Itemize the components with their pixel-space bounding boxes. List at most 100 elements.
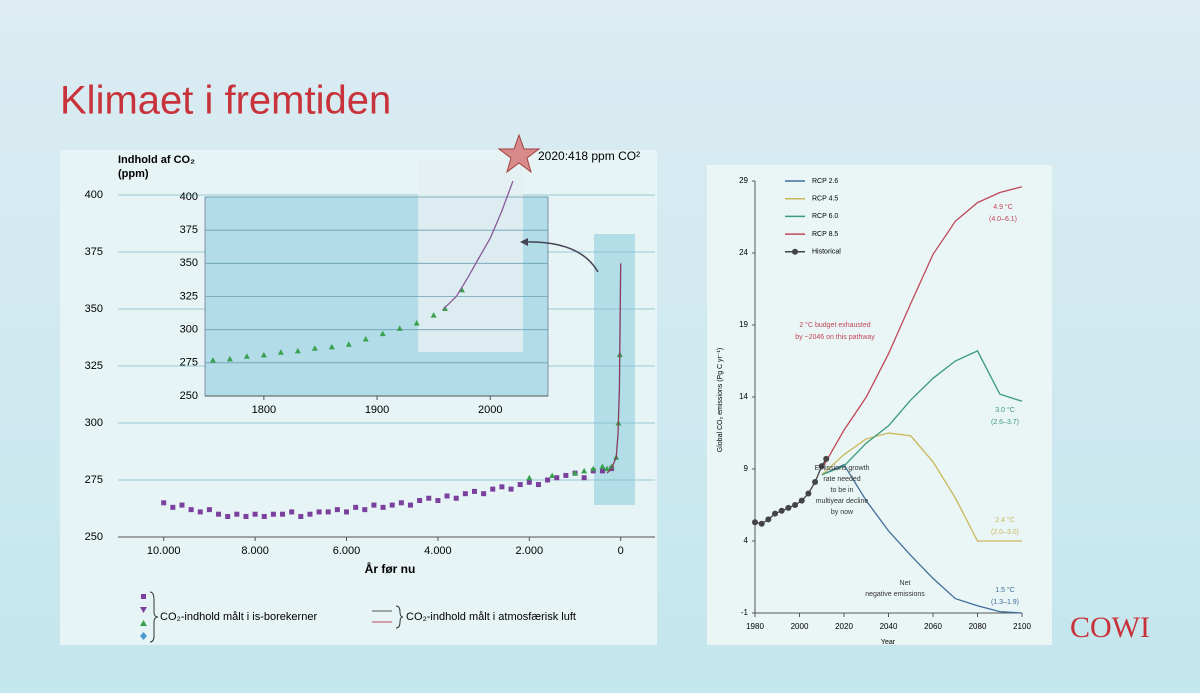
- marker: [508, 486, 514, 492]
- x-tick-label: 2100: [1013, 622, 1031, 631]
- marker: [426, 495, 432, 501]
- marker: [209, 357, 216, 363]
- slide-title: Klimaet i fremtiden: [60, 79, 391, 123]
- marker: [417, 498, 423, 504]
- series-line: [821, 432, 1022, 542]
- marker: [812, 478, 819, 485]
- x-tick-label: 2000: [478, 404, 502, 416]
- annotation: 2 °C budget exhausted: [799, 321, 870, 329]
- marker: [216, 511, 222, 517]
- x-tick-label: 2020: [835, 622, 853, 631]
- y-tick-label: 400: [180, 191, 198, 203]
- y-tick-label: 9: [744, 464, 749, 473]
- marker: [599, 463, 606, 469]
- marker: [225, 513, 231, 519]
- legend-label: RCP 6.0: [812, 213, 838, 220]
- annotation: (2.0–3.0): [991, 529, 1019, 536]
- x-tick-label: 2060: [924, 622, 942, 631]
- legend-bracket: [149, 591, 159, 643]
- marker: [344, 509, 350, 515]
- series-line: [821, 463, 1023, 614]
- annotation: 3.0 °C: [995, 406, 1015, 414]
- marker: [752, 519, 758, 526]
- marker: [316, 509, 322, 515]
- x-tick-label: 1800: [252, 404, 276, 416]
- marker: [818, 463, 825, 470]
- marker: [398, 500, 404, 506]
- marker: [380, 504, 386, 510]
- marker: [226, 355, 233, 362]
- marker: [298, 513, 304, 519]
- highlight-box: [594, 234, 635, 505]
- marker: [234, 511, 240, 517]
- annotation: (2.6–3.7): [991, 419, 1019, 426]
- x-tick-label: 1980: [746, 622, 764, 631]
- inset-figure: [418, 160, 523, 352]
- marker: [396, 325, 403, 331]
- marker: [311, 345, 318, 351]
- marker: [328, 343, 335, 350]
- marker: [563, 472, 569, 478]
- marker: [161, 500, 167, 506]
- arrow: [521, 241, 599, 273]
- legend-label: CO₂-indhold målt i is-borekerner: [160, 611, 317, 623]
- marker: [554, 475, 560, 481]
- x-tick-label: 1900: [365, 404, 389, 416]
- annotation: by ~2046 on this pathway: [795, 334, 875, 341]
- marker: [517, 482, 523, 488]
- x-tick-label: 10.000: [147, 545, 181, 557]
- y-tick-label: 325: [85, 360, 103, 372]
- y-tick-label: 4: [744, 536, 749, 545]
- legend-label: CO₂-indhold målt i atmosfærisk luft: [406, 611, 576, 623]
- y-tick-label: 325: [180, 290, 198, 302]
- y-axis-title: Global CO₂ emissions (Pg C yr⁻¹): [717, 348, 724, 452]
- marker: [581, 475, 587, 481]
- y-tick-label: -1: [741, 608, 749, 617]
- annotation: multiyear decline: [816, 498, 869, 505]
- annotation: 2.4 °C: [995, 516, 1015, 524]
- marker: [462, 491, 468, 497]
- x-tick-label: 6.000: [333, 545, 361, 557]
- legend-icon: [140, 607, 147, 613]
- x-tick-label: 2040: [880, 622, 898, 631]
- marker: [758, 520, 765, 527]
- y-tick-label: 250: [180, 390, 198, 402]
- marker: [270, 511, 276, 517]
- series-line: [442, 180, 514, 311]
- marker: [261, 513, 267, 519]
- y-tick-label: 275: [180, 357, 198, 369]
- marker: [572, 470, 579, 476]
- marker: [362, 335, 369, 342]
- marker: [371, 502, 377, 508]
- marker: [206, 507, 212, 513]
- annotation: (4.0–6.1): [989, 216, 1017, 223]
- y-tick-label: 250: [85, 531, 103, 543]
- marker: [785, 504, 792, 511]
- marker: [170, 504, 176, 510]
- marker: [197, 509, 203, 515]
- marker: [362, 507, 368, 513]
- legend-icon: [140, 620, 147, 626]
- x-axis-title: Year: [881, 639, 896, 646]
- marker: [604, 465, 611, 472]
- marker: [772, 510, 779, 517]
- marker: [325, 509, 331, 515]
- marker: [549, 472, 556, 478]
- chart-panel: [707, 165, 1052, 645]
- marker: [499, 484, 505, 490]
- marker: [435, 498, 441, 504]
- marker: [599, 468, 605, 474]
- marker: [389, 502, 395, 508]
- marker: [471, 488, 477, 494]
- x-tick-label: 2.000: [516, 545, 544, 557]
- marker: [379, 330, 386, 337]
- annotation: negative emissions: [865, 591, 925, 598]
- series-line: [821, 350, 1023, 476]
- legend-label: RCP 2.6: [812, 178, 838, 185]
- marker: [430, 312, 437, 318]
- x-tick-label: 4.000: [424, 545, 452, 557]
- y-tick-label: 400: [85, 189, 103, 201]
- annotation: to be in: [831, 487, 854, 494]
- marker: [608, 463, 615, 469]
